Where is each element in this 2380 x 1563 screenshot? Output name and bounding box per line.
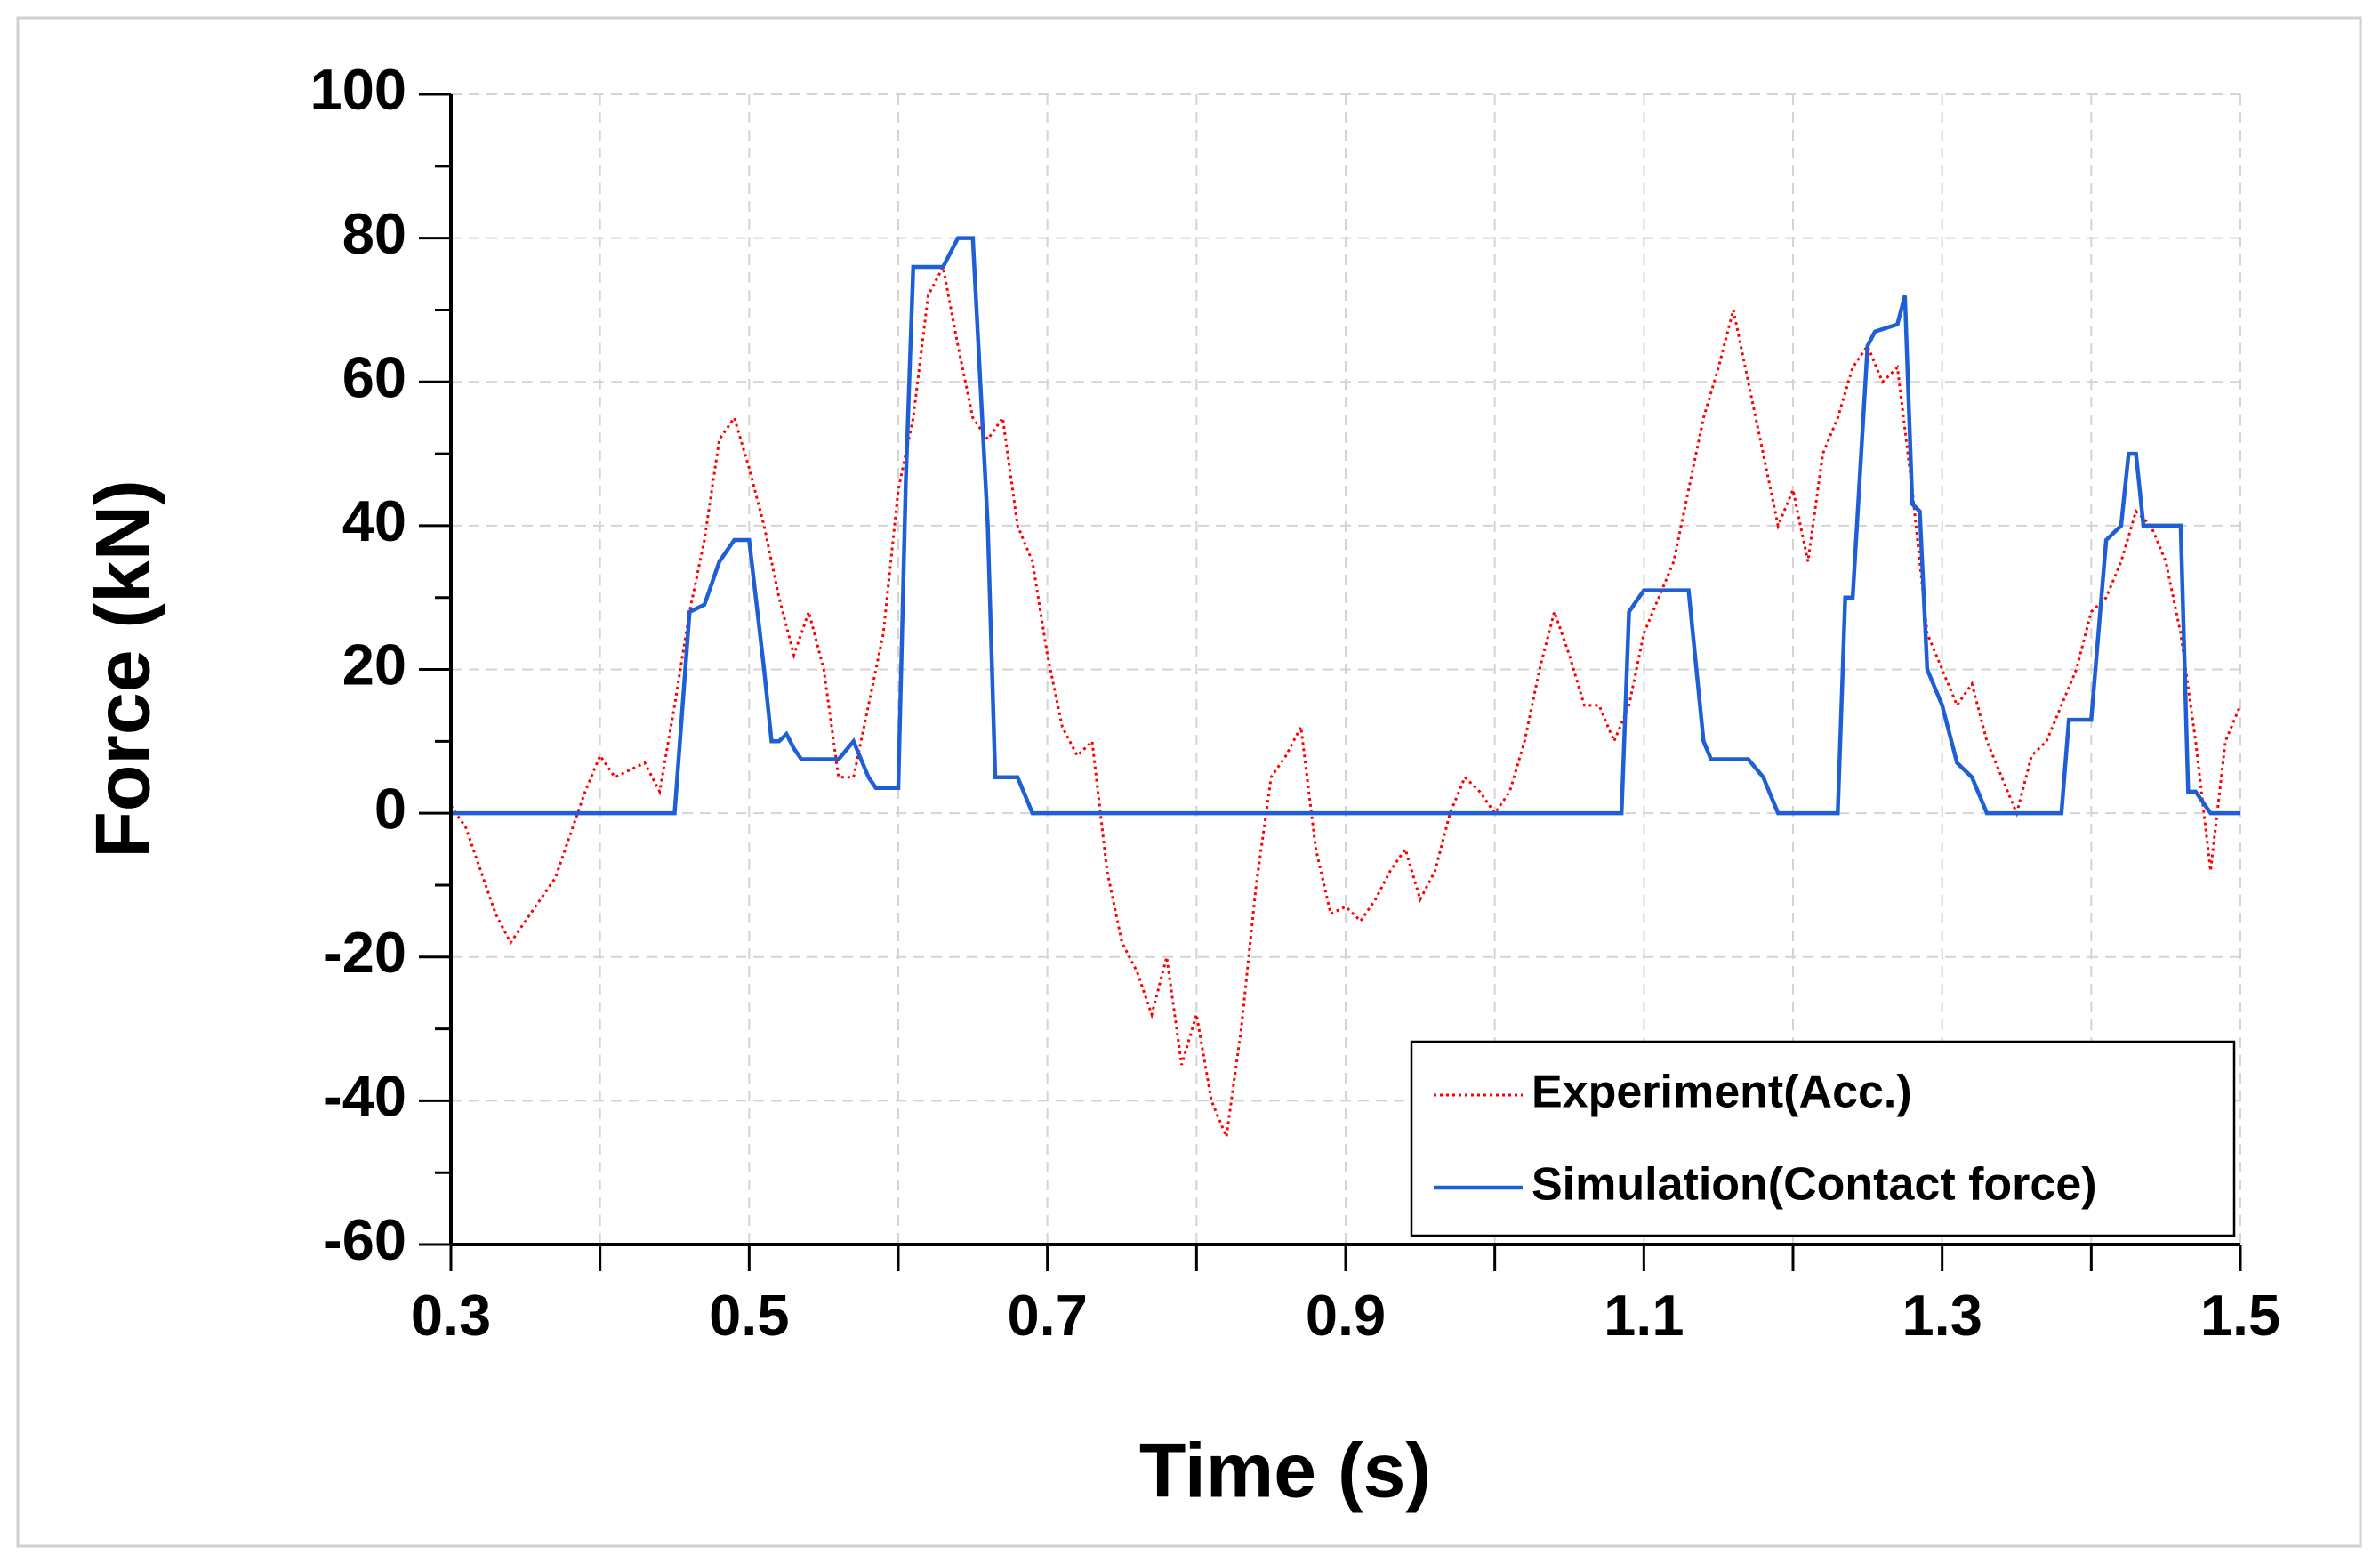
x-tick-label: 0.7 bbox=[1007, 1283, 1087, 1348]
series-line bbox=[451, 236, 2240, 816]
frame bbox=[16, 16, 2362, 1548]
y-tick-label: -60 bbox=[323, 1207, 406, 1272]
legend-box bbox=[1410, 1040, 2236, 1237]
x-tick-label: 0.3 bbox=[411, 1283, 491, 1348]
legend-label: Experiment(Acc.) bbox=[1532, 1067, 1912, 1118]
y-tick-label: 40 bbox=[342, 488, 406, 553]
y-tick-label: 80 bbox=[342, 201, 406, 266]
y-tick-label: 60 bbox=[342, 344, 406, 409]
series-line bbox=[451, 262, 2240, 1142]
x-tick-label: 0.5 bbox=[709, 1283, 789, 1348]
legend-label: Simulation(Contact force) bbox=[1532, 1159, 2097, 1211]
y-axis-label: Force (kN) bbox=[81, 479, 166, 858]
x-tick-label: 0.9 bbox=[1306, 1283, 1386, 1348]
x-tick-label: 1.1 bbox=[1604, 1283, 1684, 1348]
y-tick-label: -40 bbox=[323, 1064, 406, 1129]
y-tick-label: -20 bbox=[323, 920, 406, 985]
y-tick-label: 20 bbox=[342, 632, 406, 697]
x-tick-label: 1.5 bbox=[2200, 1283, 2280, 1348]
x-axis-label: Time (s) bbox=[1139, 1429, 1431, 1514]
y-tick-label: 100 bbox=[310, 57, 406, 122]
x-tick-label: 1.3 bbox=[1902, 1283, 1982, 1348]
y-tick-label: 0 bbox=[374, 776, 406, 841]
